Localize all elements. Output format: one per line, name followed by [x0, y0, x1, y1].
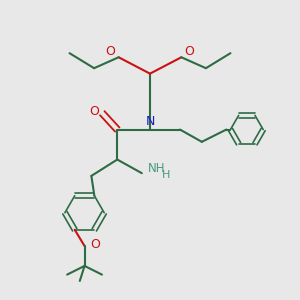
Text: H: H	[162, 170, 171, 180]
Text: NH: NH	[148, 162, 166, 175]
Text: O: O	[184, 45, 194, 58]
Text: N: N	[145, 116, 155, 128]
Text: O: O	[90, 238, 100, 251]
Text: O: O	[106, 45, 116, 58]
Text: O: O	[90, 105, 100, 118]
